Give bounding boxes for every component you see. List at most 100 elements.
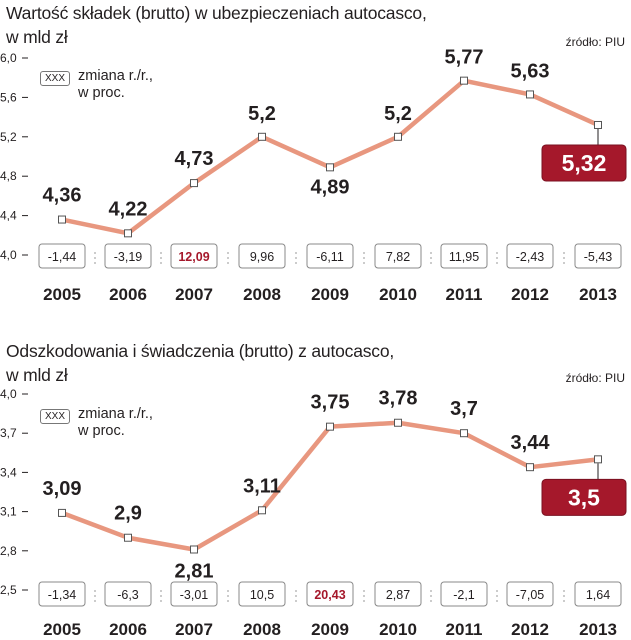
data-label-latest: 3,5 — [568, 484, 600, 510]
x-tick-label: 2009 — [311, 285, 349, 304]
data-point — [594, 120, 602, 129]
x-tick-label: 2008 — [243, 285, 281, 304]
data-point — [326, 422, 334, 431]
change-box — [38, 581, 86, 607]
highlight-value-box — [541, 478, 627, 516]
data-label: 2,9 — [114, 503, 142, 525]
data-point — [124, 229, 132, 238]
data-point — [526, 90, 534, 99]
data-label: 3,78 — [379, 388, 418, 410]
change-box — [38, 243, 86, 269]
x-tick-label: 2009 — [311, 620, 349, 639]
change-box — [574, 243, 622, 269]
change-box — [374, 243, 422, 269]
data-label: 5,2 — [384, 103, 412, 125]
data-point — [394, 418, 402, 427]
y-tick-label: 6,0 — [0, 51, 17, 65]
change-box — [374, 581, 422, 607]
y-tick-label: 3,4 — [0, 465, 17, 479]
change-label: -2,1 — [453, 588, 475, 602]
data-point — [190, 545, 198, 554]
y-tick-label: 5,2 — [0, 130, 17, 144]
legend-text-line-2: w proc. — [78, 85, 125, 101]
chart-title: Odszkodowania i świadczenia (brutto) z a… — [6, 341, 395, 361]
x-tick-label: 2010 — [379, 620, 417, 639]
y-tick-label: 5,6 — [0, 90, 17, 104]
change-label: -2,43 — [516, 250, 545, 264]
data-point — [58, 215, 66, 224]
change-box — [440, 581, 488, 607]
data-label: 5,77 — [445, 47, 484, 69]
change-label: -3,19 — [114, 250, 143, 264]
data-point — [394, 132, 402, 141]
x-tick-label: 2011 — [446, 620, 483, 639]
x-tick-label: 2005 — [43, 620, 81, 639]
change-label: 11,95 — [449, 250, 479, 264]
change-label: 20,43 — [314, 588, 345, 602]
data-label: 4,22 — [109, 198, 148, 220]
x-tick-label: 2007 — [175, 285, 213, 304]
data-label: 4,73 — [175, 148, 214, 170]
change-box — [440, 243, 488, 269]
x-tick-label: 2013 — [579, 285, 617, 304]
change-box — [306, 581, 354, 607]
data-label: 3,44 — [511, 432, 551, 454]
line-chart-claims: 2,5 2,8 3,1 3,4 3,7 4,0 3,09 2,9 2,81 3,11 3,75 3,7… — [0, 387, 627, 639]
data-point — [460, 429, 468, 438]
data-label: 4,89 — [311, 176, 350, 198]
chart-source: źródło: PIU — [565, 35, 625, 49]
x-tick-label: 2010 — [379, 285, 417, 304]
highlight-value-box — [541, 144, 627, 182]
chart-source: źródło: PIU — [565, 371, 625, 385]
legend-text-line-1: zmiana r./r., — [78, 406, 153, 422]
data-point — [326, 163, 334, 172]
data-label: 3,09 — [43, 478, 82, 500]
x-tick-label: 2005 — [43, 285, 81, 304]
change-box — [306, 243, 354, 269]
x-tick-label: 2012 — [511, 620, 549, 639]
x-tick-label: 2013 — [579, 620, 617, 639]
legend-text: zmiana r./r., w proc. — [78, 68, 153, 102]
y-tick-label: 4,4 — [0, 209, 17, 223]
data-point — [460, 76, 468, 85]
data-point — [58, 508, 66, 517]
change-box — [238, 243, 286, 269]
data-point — [258, 506, 266, 515]
x-tick-label: 2007 — [175, 620, 213, 639]
x-tick-label: 2006 — [109, 620, 147, 639]
chart-subtitle: w mld zł — [6, 27, 68, 47]
data-label: 5,2 — [248, 103, 276, 125]
data-point — [526, 463, 534, 472]
change-box — [574, 581, 622, 607]
x-tick-label: 2006 — [109, 285, 147, 304]
y-tick-label: 4,0 — [0, 387, 17, 401]
x-tick-label: 2012 — [511, 285, 549, 304]
y-tick-label: 3,1 — [0, 505, 17, 519]
legend: XXX zmiana r./r., w proc. — [40, 406, 153, 440]
change-label: 9,96 — [250, 250, 274, 264]
change-label: -1,44 — [48, 250, 77, 264]
change-label: -5,43 — [584, 250, 613, 264]
y-tick-label: 3,7 — [0, 426, 17, 440]
chart-panel-claims: Odszkodowania i świadczenia (brutto) z a… — [0, 320, 631, 640]
change-box — [104, 581, 152, 607]
legend-box: XXX — [40, 409, 71, 424]
legend-text: zmiana r./r., w proc. — [78, 406, 153, 440]
data-point — [594, 455, 602, 464]
change-box — [170, 581, 218, 607]
data-label: 3,75 — [311, 392, 350, 414]
data-label: 5,63 — [511, 60, 550, 82]
data-label-latest: 5,32 — [562, 150, 607, 176]
chart-title: Wartość składek (brutto) w ubezpieczenia… — [6, 3, 427, 23]
change-box — [506, 243, 554, 269]
change-label: -7,05 — [516, 588, 545, 602]
change-label: 1,64 — [586, 588, 610, 602]
data-label: 3,7 — [450, 398, 478, 420]
change-box — [238, 581, 286, 607]
change-label: -3,01 — [180, 588, 209, 602]
change-label: 12,09 — [178, 250, 209, 264]
change-label: 2,87 — [386, 588, 410, 602]
data-label: 2,81 — [175, 560, 214, 582]
change-box — [506, 581, 554, 607]
change-label: 7,82 — [386, 250, 410, 264]
